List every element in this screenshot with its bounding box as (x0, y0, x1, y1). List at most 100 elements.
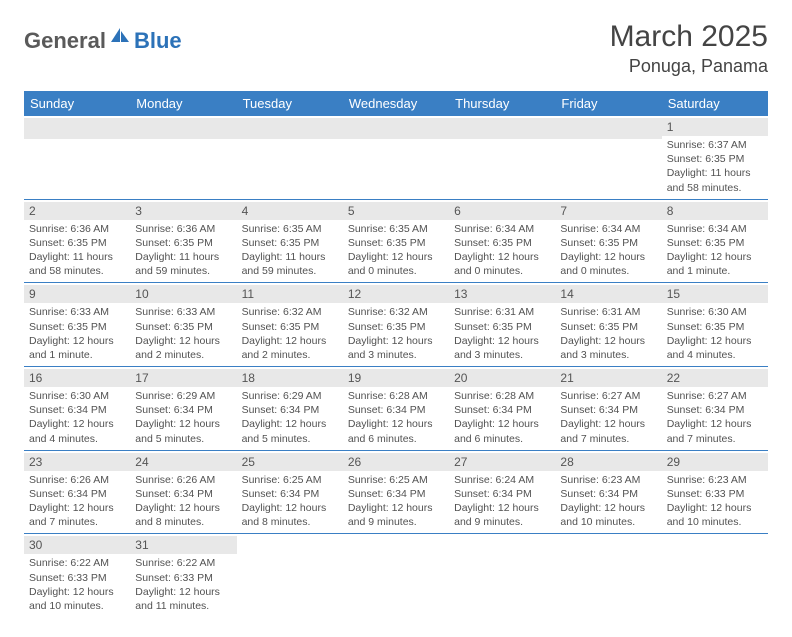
day-info: Sunrise: 6:27 AMSunset: 6:34 PMDaylight:… (667, 389, 763, 446)
sunset-text: Sunset: 6:35 PM (135, 320, 231, 334)
sunrise-text: Sunrise: 6:26 AM (29, 473, 125, 487)
day-info: Sunrise: 6:32 AMSunset: 6:35 PMDaylight:… (348, 305, 444, 362)
day-info: Sunrise: 6:25 AMSunset: 6:34 PMDaylight:… (348, 473, 444, 530)
calendar-cell: 23Sunrise: 6:26 AMSunset: 6:34 PMDayligh… (24, 450, 130, 534)
daylight-text: Daylight: 12 hours and 1 minute. (29, 334, 125, 362)
calendar-cell (237, 534, 343, 617)
sunset-text: Sunset: 6:35 PM (29, 320, 125, 334)
sunrise-text: Sunrise: 6:29 AM (135, 389, 231, 403)
daylight-text: Daylight: 11 hours and 59 minutes. (242, 250, 338, 278)
daylight-text: Daylight: 12 hours and 3 minutes. (560, 334, 656, 362)
weekday-header: Friday (555, 91, 661, 116)
calendar-cell: 25Sunrise: 6:25 AMSunset: 6:34 PMDayligh… (237, 450, 343, 534)
calendar-cell: 4Sunrise: 6:35 AMSunset: 6:35 PMDaylight… (237, 199, 343, 283)
day-number: 2 (24, 202, 130, 220)
calendar-cell: 1Sunrise: 6:37 AMSunset: 6:35 PMDaylight… (662, 116, 768, 199)
calendar-cell (130, 116, 236, 199)
day-info: Sunrise: 6:36 AMSunset: 6:35 PMDaylight:… (29, 222, 125, 279)
day-number: 9 (24, 285, 130, 303)
daylight-text: Daylight: 12 hours and 6 minutes. (348, 417, 444, 445)
daylight-text: Daylight: 12 hours and 7 minutes. (667, 417, 763, 445)
calendar-cell (555, 534, 661, 617)
calendar-week-row: 30Sunrise: 6:22 AMSunset: 6:33 PMDayligh… (24, 534, 768, 617)
calendar-body: 1Sunrise: 6:37 AMSunset: 6:35 PMDaylight… (24, 116, 768, 617)
calendar-cell: 30Sunrise: 6:22 AMSunset: 6:33 PMDayligh… (24, 534, 130, 617)
sunset-text: Sunset: 6:34 PM (454, 487, 550, 501)
sunrise-text: Sunrise: 6:22 AM (135, 556, 231, 570)
day-number: 28 (555, 453, 661, 471)
sunrise-text: Sunrise: 6:28 AM (348, 389, 444, 403)
sunset-text: Sunset: 6:35 PM (348, 320, 444, 334)
sunrise-text: Sunrise: 6:36 AM (135, 222, 231, 236)
day-info: Sunrise: 6:35 AMSunset: 6:35 PMDaylight:… (242, 222, 338, 279)
calendar-cell (343, 534, 449, 617)
calendar-cell (555, 116, 661, 199)
daylight-text: Daylight: 12 hours and 8 minutes. (135, 501, 231, 529)
day-info: Sunrise: 6:30 AMSunset: 6:34 PMDaylight:… (29, 389, 125, 446)
sunset-text: Sunset: 6:35 PM (454, 320, 550, 334)
sunset-text: Sunset: 6:34 PM (560, 487, 656, 501)
day-info: Sunrise: 6:33 AMSunset: 6:35 PMDaylight:… (29, 305, 125, 362)
day-number: 25 (237, 453, 343, 471)
day-info: Sunrise: 6:23 AMSunset: 6:33 PMDaylight:… (667, 473, 763, 530)
calendar-cell: 6Sunrise: 6:34 AMSunset: 6:35 PMDaylight… (449, 199, 555, 283)
day-info: Sunrise: 6:28 AMSunset: 6:34 PMDaylight:… (454, 389, 550, 446)
calendar-cell: 22Sunrise: 6:27 AMSunset: 6:34 PMDayligh… (662, 367, 768, 451)
daylight-text: Daylight: 12 hours and 2 minutes. (242, 334, 338, 362)
day-info: Sunrise: 6:27 AMSunset: 6:34 PMDaylight:… (560, 389, 656, 446)
day-number: 16 (24, 369, 130, 387)
sunset-text: Sunset: 6:33 PM (29, 571, 125, 585)
day-number: 1 (662, 118, 768, 136)
calendar-cell (237, 116, 343, 199)
daylight-text: Daylight: 12 hours and 3 minutes. (348, 334, 444, 362)
calendar-cell (449, 116, 555, 199)
day-info: Sunrise: 6:36 AMSunset: 6:35 PMDaylight:… (135, 222, 231, 279)
calendar-cell: 10Sunrise: 6:33 AMSunset: 6:35 PMDayligh… (130, 283, 236, 367)
sunset-text: Sunset: 6:35 PM (454, 236, 550, 250)
daylight-text: Daylight: 12 hours and 7 minutes. (560, 417, 656, 445)
daylight-text: Daylight: 12 hours and 0 minutes. (560, 250, 656, 278)
day-number: 17 (130, 369, 236, 387)
day-info: Sunrise: 6:26 AMSunset: 6:34 PMDaylight:… (29, 473, 125, 530)
sunset-text: Sunset: 6:35 PM (667, 236, 763, 250)
sunset-text: Sunset: 6:34 PM (29, 403, 125, 417)
day-info: Sunrise: 6:34 AMSunset: 6:35 PMDaylight:… (667, 222, 763, 279)
day-info: Sunrise: 6:35 AMSunset: 6:35 PMDaylight:… (348, 222, 444, 279)
sunset-text: Sunset: 6:34 PM (135, 487, 231, 501)
sunset-text: Sunset: 6:34 PM (242, 403, 338, 417)
day-number: 7 (555, 202, 661, 220)
sunrise-text: Sunrise: 6:25 AM (348, 473, 444, 487)
daylight-text: Daylight: 12 hours and 0 minutes. (348, 250, 444, 278)
calendar-table: SundayMondayTuesdayWednesdayThursdayFrid… (24, 91, 768, 617)
day-info: Sunrise: 6:31 AMSunset: 6:35 PMDaylight:… (560, 305, 656, 362)
daylight-text: Daylight: 12 hours and 10 minutes. (667, 501, 763, 529)
daylight-text: Daylight: 12 hours and 0 minutes. (454, 250, 550, 278)
day-number: 30 (24, 536, 130, 554)
sunset-text: Sunset: 6:35 PM (242, 320, 338, 334)
day-info: Sunrise: 6:34 AMSunset: 6:35 PMDaylight:… (560, 222, 656, 279)
sunrise-text: Sunrise: 6:33 AM (135, 305, 231, 319)
day-info: Sunrise: 6:23 AMSunset: 6:34 PMDaylight:… (560, 473, 656, 530)
empty-day-header (343, 118, 449, 139)
day-number: 8 (662, 202, 768, 220)
day-info: Sunrise: 6:32 AMSunset: 6:35 PMDaylight:… (242, 305, 338, 362)
daylight-text: Daylight: 12 hours and 5 minutes. (242, 417, 338, 445)
sunrise-text: Sunrise: 6:36 AM (29, 222, 125, 236)
day-info: Sunrise: 6:28 AMSunset: 6:34 PMDaylight:… (348, 389, 444, 446)
daylight-text: Daylight: 12 hours and 4 minutes. (29, 417, 125, 445)
calendar-cell: 13Sunrise: 6:31 AMSunset: 6:35 PMDayligh… (449, 283, 555, 367)
calendar-cell: 27Sunrise: 6:24 AMSunset: 6:34 PMDayligh… (449, 450, 555, 534)
day-number: 31 (130, 536, 236, 554)
sunset-text: Sunset: 6:35 PM (242, 236, 338, 250)
calendar-cell: 20Sunrise: 6:28 AMSunset: 6:34 PMDayligh… (449, 367, 555, 451)
calendar-cell (662, 534, 768, 617)
logo: General Blue (24, 26, 182, 55)
sunrise-text: Sunrise: 6:23 AM (560, 473, 656, 487)
sunrise-text: Sunrise: 6:29 AM (242, 389, 338, 403)
day-number: 6 (449, 202, 555, 220)
sunset-text: Sunset: 6:35 PM (29, 236, 125, 250)
sunrise-text: Sunrise: 6:32 AM (348, 305, 444, 319)
empty-day-header (130, 118, 236, 139)
sunset-text: Sunset: 6:35 PM (135, 236, 231, 250)
day-number: 11 (237, 285, 343, 303)
